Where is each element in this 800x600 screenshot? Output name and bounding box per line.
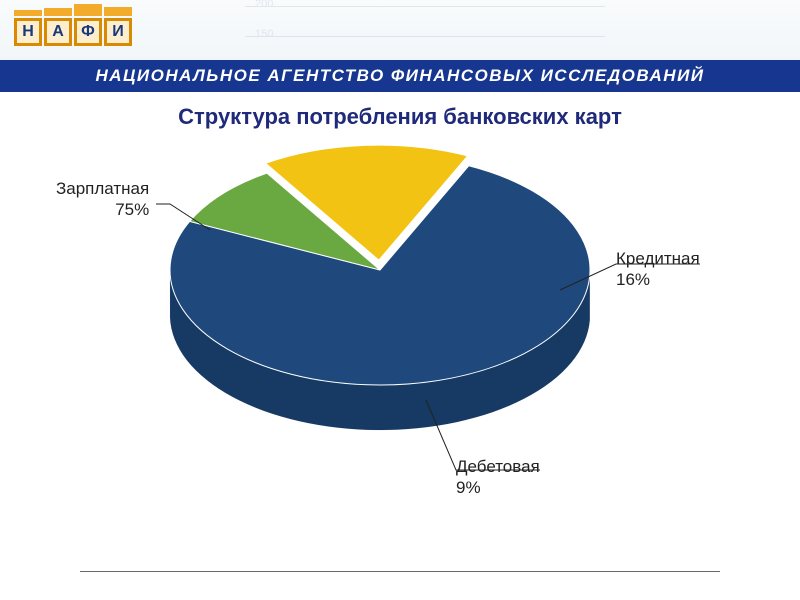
header-faint-axis: 200 150 (245, 0, 605, 58)
footer-rule (80, 571, 720, 572)
slice-label-credit: Кредитная 16% (616, 248, 700, 291)
slice-label-line: Дебетовая (456, 457, 540, 476)
logo-bars (14, 4, 132, 16)
slice-label-line: 9% (456, 478, 481, 497)
org-banner-text: НАЦИОНАЛЬНОЕ АГЕНТСТВО ФИНАНСОВЫХ ИССЛЕД… (95, 66, 704, 86)
bg-axis-label: 150 (255, 28, 273, 40)
slice-label-line: Кредитная (616, 249, 700, 268)
slice-label-salary: Зарплатная 75% (56, 178, 149, 221)
logo-letter: А (44, 18, 72, 46)
nafi-logo: Н А Ф И (14, 4, 132, 46)
bg-axis-label: 200 (255, 0, 273, 10)
org-banner: НАЦИОНАЛЬНОЕ АГЕНТСТВО ФИНАНСОВЫХ ИССЛЕД… (0, 60, 800, 92)
logo-letters: Н А Ф И (14, 18, 132, 46)
logo-letter: Н (14, 18, 42, 46)
chart-title: Структура потребления банковских карт (0, 104, 800, 130)
logo-bar (74, 4, 102, 16)
chart-title-text: Структура потребления банковских карт (178, 104, 622, 129)
slice-label-debit: Дебетовая 9% (456, 456, 540, 499)
slice-label-line: 16% (616, 270, 650, 289)
logo-letter: И (104, 18, 132, 46)
logo-bar (104, 7, 132, 16)
pie-chart: Зарплатная 75% Дебетовая 9% Кредитная 16… (0, 140, 800, 560)
slice-label-line: Зарплатная (56, 179, 149, 198)
logo-bar (14, 10, 42, 16)
logo-letter: Ф (74, 18, 102, 46)
logo-bar (44, 8, 72, 16)
slice-label-line: 75% (115, 200, 149, 219)
